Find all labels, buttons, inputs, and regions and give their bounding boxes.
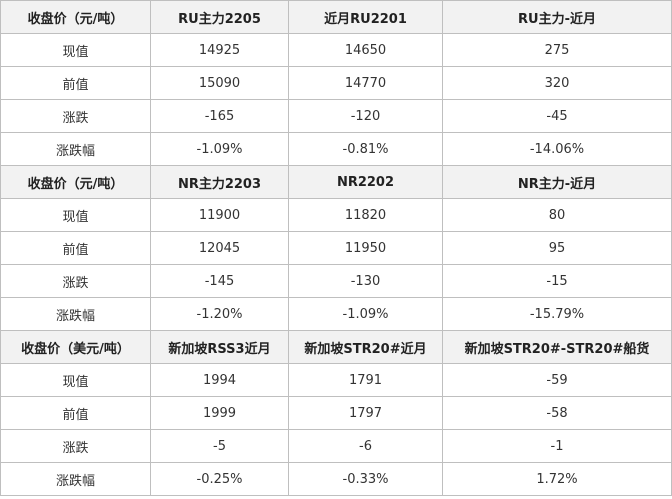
value-cell: 11950 (288, 231, 443, 265)
value-cell: -0.81% (288, 132, 443, 166)
table-row: 现值 11900 11820 80 (0, 198, 672, 232)
row-label-cell: 前值 (0, 66, 151, 100)
value-cell: -120 (288, 99, 443, 133)
value-cell: -59 (442, 363, 672, 397)
row-label-cell: 涨跌 (0, 429, 151, 463)
row-label-cell: 涨跌幅 (0, 297, 151, 331)
value-cell: -15.79% (442, 297, 672, 331)
row-label-cell: 前值 (0, 231, 151, 265)
value-cell: -0.25% (150, 462, 289, 496)
table-row: 前值 15090 14770 320 (0, 66, 672, 100)
value-cell: -165 (150, 99, 289, 133)
value-cell: 11900 (150, 198, 289, 232)
value-cell: 95 (442, 231, 672, 265)
value-cell: -15 (442, 264, 672, 298)
value-cell: 15090 (150, 66, 289, 100)
row-label-cell: 涨跌 (0, 99, 151, 133)
value-cell: 12045 (150, 231, 289, 265)
value-cell: 1999 (150, 396, 289, 430)
table-row: 涨跌幅 -0.25% -0.33% 1.72% (0, 462, 672, 496)
row-label-cell: 现值 (0, 33, 151, 67)
header-cell: 近月RU2201 (288, 0, 443, 34)
value-cell: -1.09% (288, 297, 443, 331)
value-cell: -1.20% (150, 297, 289, 331)
table-row: 涨跌 -145 -130 -15 (0, 264, 672, 298)
section-header-row: 收盘价（美元/吨） 新加坡RSS3近月 新加坡STR20#近月 新加坡STR20… (0, 330, 672, 364)
value-cell: 14925 (150, 33, 289, 67)
value-cell: -1.09% (150, 132, 289, 166)
value-cell: -14.06% (442, 132, 672, 166)
header-label-cell: 收盘价（美元/吨） (0, 330, 151, 364)
row-label-cell: 涨跌 (0, 264, 151, 298)
value-cell: -1 (442, 429, 672, 463)
value-cell: -130 (288, 264, 443, 298)
value-cell: 1797 (288, 396, 443, 430)
section-header-row: 收盘价（元/吨） RU主力2205 近月RU2201 RU主力-近月 (0, 0, 672, 34)
row-label-cell: 现值 (0, 363, 151, 397)
value-cell: 320 (442, 66, 672, 100)
value-cell: -0.33% (288, 462, 443, 496)
value-cell: 1791 (288, 363, 443, 397)
value-cell: -5 (150, 429, 289, 463)
table-row: 前值 1999 1797 -58 (0, 396, 672, 430)
header-cell: 新加坡RSS3近月 (150, 330, 289, 364)
value-cell: -6 (288, 429, 443, 463)
table-row: 现值 1994 1791 -59 (0, 363, 672, 397)
value-cell: 14650 (288, 33, 443, 67)
table-row: 涨跌幅 -1.20% -1.09% -15.79% (0, 297, 672, 331)
header-label-cell: 收盘价（元/吨） (0, 165, 151, 199)
table-row: 现值 14925 14650 275 (0, 33, 672, 67)
section-header-row: 收盘价（元/吨） NR主力2203 NR2202 NR主力-近月 (0, 165, 672, 199)
value-cell: 80 (442, 198, 672, 232)
row-label-cell: 前值 (0, 396, 151, 430)
header-cell: RU主力-近月 (442, 0, 672, 34)
value-cell: 275 (442, 33, 672, 67)
value-cell: 11820 (288, 198, 443, 232)
value-cell: -45 (442, 99, 672, 133)
table-row: 涨跌 -165 -120 -45 (0, 99, 672, 133)
header-cell: 新加坡STR20#近月 (288, 330, 443, 364)
row-label-cell: 涨跌幅 (0, 462, 151, 496)
header-cell: NR主力2203 (150, 165, 289, 199)
value-cell: -58 (442, 396, 672, 430)
value-cell: 1994 (150, 363, 289, 397)
table-row: 涨跌 -5 -6 -1 (0, 429, 672, 463)
value-cell: 1.72% (442, 462, 672, 496)
value-cell: 14770 (288, 66, 443, 100)
table-row: 前值 12045 11950 95 (0, 231, 672, 265)
row-label-cell: 现值 (0, 198, 151, 232)
header-label-cell: 收盘价（元/吨） (0, 0, 151, 34)
header-cell: 新加坡STR20#-STR20#船货 (442, 330, 672, 364)
table-row: 涨跌幅 -1.09% -0.81% -14.06% (0, 132, 672, 166)
header-cell: NR主力-近月 (442, 165, 672, 199)
header-cell: RU主力2205 (150, 0, 289, 34)
value-cell: -145 (150, 264, 289, 298)
row-label-cell: 涨跌幅 (0, 132, 151, 166)
header-cell: NR2202 (288, 165, 443, 199)
